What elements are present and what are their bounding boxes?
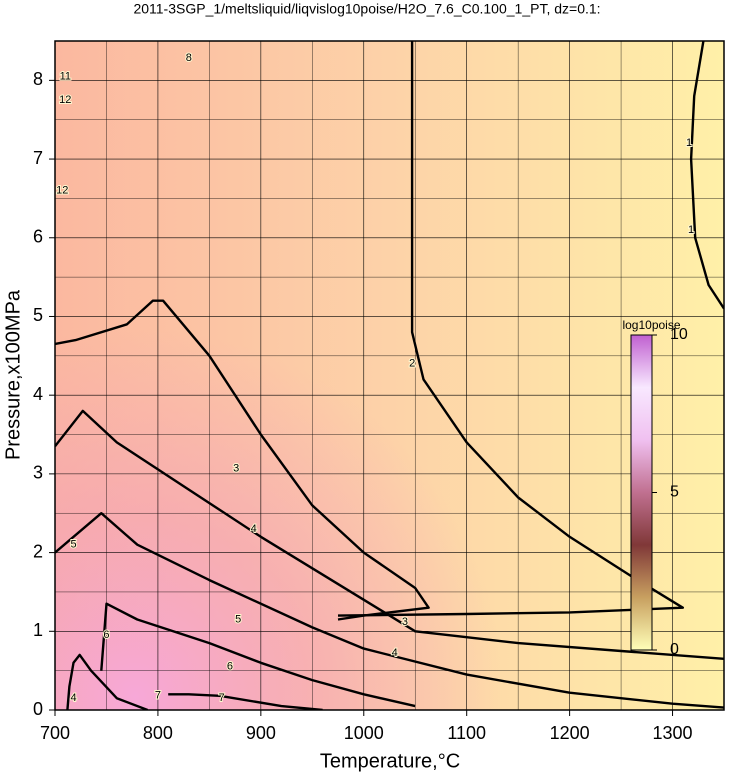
x-tick-label: 900 [246, 723, 276, 743]
colorbar-tick-label: 5 [670, 484, 679, 501]
contour-label: 7 [155, 690, 161, 702]
contour-line [55, 512, 724, 709]
y-axis-label: Pressure,x100MPa [2, 289, 24, 460]
y-tick-label: 4 [33, 384, 43, 404]
x-axis-label: Temperature,°C [320, 750, 460, 772]
contour-label: 5 [70, 539, 76, 551]
background-shade [55, 41, 724, 710]
x-tick-label: 1200 [550, 723, 590, 743]
contour-label: 7 [219, 692, 225, 704]
x-tick-label: 800 [143, 723, 173, 743]
contour-line [55, 299, 430, 621]
contour-line [55, 409, 724, 660]
colorbar-tick-label: 10 [670, 326, 688, 343]
contour-line [337, 41, 684, 617]
contour-line [168, 693, 323, 710]
y-tick-label: 3 [33, 463, 43, 483]
contour-label: 6 [103, 629, 109, 641]
x-tick-label: 1300 [653, 723, 693, 743]
contour-line [100, 602, 416, 708]
contour-label: 2 [409, 358, 415, 370]
contour-label: 4 [251, 523, 257, 535]
colorbar-tick-label: 0 [670, 641, 679, 658]
contour-label: 12 [56, 184, 68, 196]
frame [54, 40, 725, 711]
x-tick-label: 1000 [344, 723, 384, 743]
contour-label: 1 [686, 137, 692, 149]
contour-label: 8 [186, 52, 192, 64]
colorbar-label: log10poise [622, 318, 680, 332]
y-tick-label: 8 [33, 69, 43, 89]
contour-label: 4 [392, 647, 398, 659]
contour-label: 3 [402, 616, 408, 628]
contour-label: 3 [233, 462, 239, 474]
contour-label: 5 [235, 613, 241, 625]
y-tick-label: 2 [33, 541, 43, 561]
y-tick-label: 1 [33, 620, 43, 640]
x-tick-label: 700 [40, 723, 70, 743]
y-tick-label: 7 [33, 148, 43, 168]
contour-label: 4 [70, 692, 76, 704]
y-tick-label: 0 [33, 699, 43, 719]
contour-label: 12 [59, 94, 71, 106]
y-tick-label: 5 [33, 305, 43, 325]
chart-title: 2011-3SGP_1/meltsliquid/liqvislog10poise… [133, 1, 600, 17]
contour-label: 11 [60, 70, 71, 82]
contour-line [66, 653, 149, 710]
colorbar-scale [630, 334, 653, 651]
colorbar: log10poise 0 5 10 [622, 318, 687, 658]
contour-label: 6 [227, 661, 233, 673]
contour-label: 1 [688, 224, 694, 236]
y-tick-label: 6 [33, 227, 43, 247]
contour-line [689, 41, 724, 310]
x-tick-label: 1100 [447, 723, 486, 743]
